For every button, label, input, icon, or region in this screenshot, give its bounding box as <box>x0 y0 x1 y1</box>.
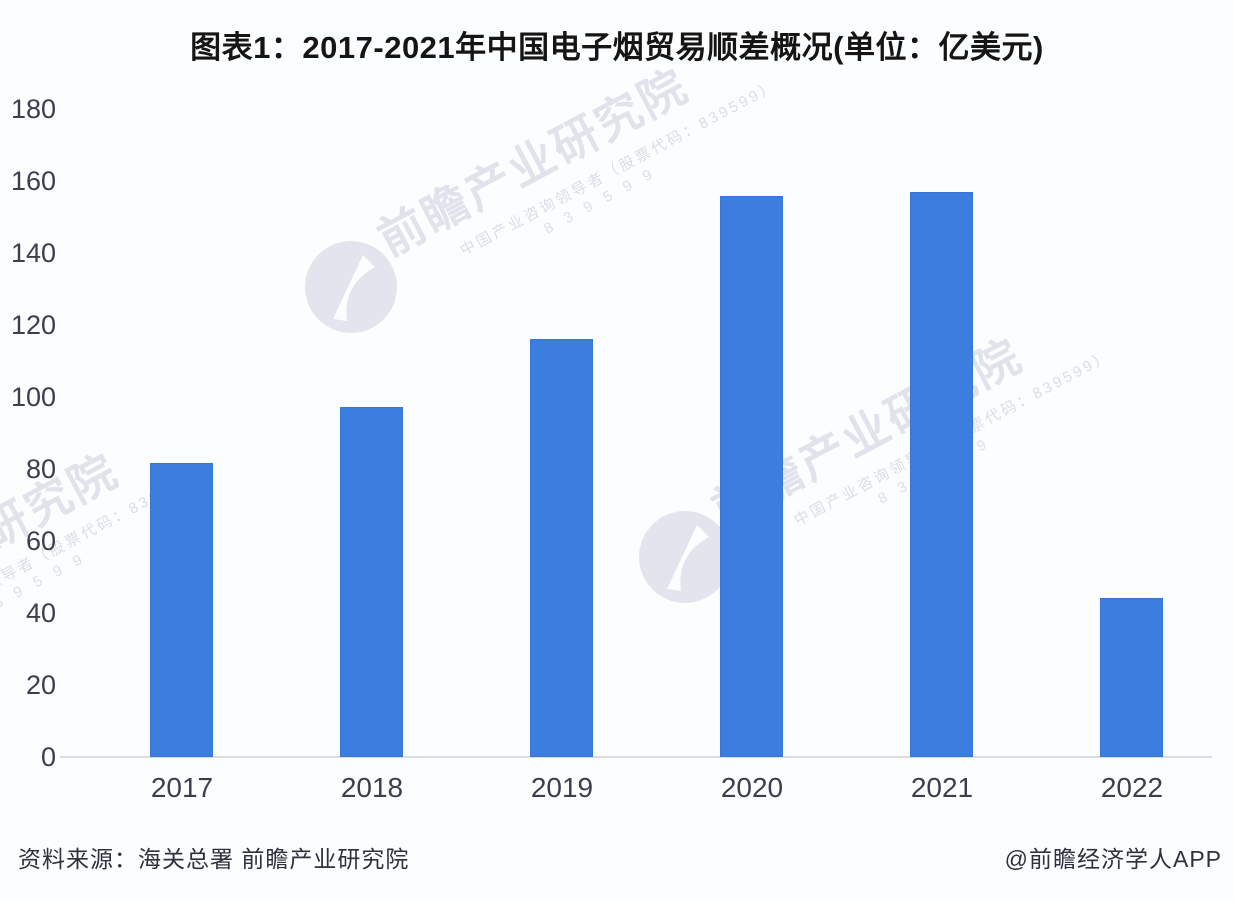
y-tick-label-120: 120 <box>10 310 56 340</box>
y-tick-label-60: 60 <box>25 526 56 556</box>
y-tick-label-40: 40 <box>25 598 56 628</box>
y-tick-label-20: 20 <box>25 670 56 700</box>
x-tick-label-2017: 2017 <box>150 772 214 803</box>
y-tick-label-140: 140 <box>10 238 56 268</box>
source-note: 资料来源：海关总署 前瞻产业研究院 <box>18 846 410 872</box>
x-tick-label-2022: 2022 <box>1100 772 1164 803</box>
bar-2018 <box>340 407 403 757</box>
y-tick-label-180: 180 <box>10 94 56 124</box>
chart-title: 图表1：2017-2021年中国电子烟贸易顺差概况(单位：亿美元) <box>190 30 1044 65</box>
bar-2020 <box>720 196 783 757</box>
x-tick-label-2018: 2018 <box>340 772 404 803</box>
y-tick-label-160: 160 <box>10 166 56 196</box>
y-tick-label-0: 0 <box>40 742 56 772</box>
bar-2017 <box>150 463 213 757</box>
bar-2021 <box>910 192 973 757</box>
app-credit: @前瞻经济学人APP <box>1004 846 1222 872</box>
x-axis-line <box>60 756 1212 758</box>
y-tick-label-80: 80 <box>25 454 56 484</box>
x-tick-label-2019: 2019 <box>530 772 594 803</box>
bar-2022 <box>1100 598 1163 757</box>
x-tick-label-2020: 2020 <box>720 772 784 803</box>
bar-2019 <box>530 339 593 757</box>
x-tick-label-2021: 2021 <box>910 772 974 803</box>
y-tick-label-100: 100 <box>10 382 56 412</box>
